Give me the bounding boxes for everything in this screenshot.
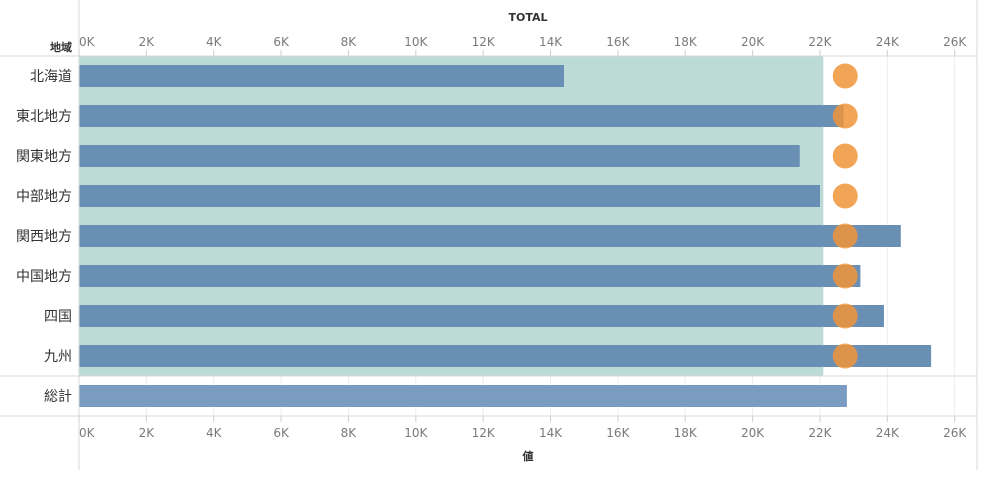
bottom-tick-label-4: 8K <box>341 426 358 440</box>
category-label-3: 中部地方 <box>16 189 72 205</box>
top-tick-label-8: 16K <box>606 35 630 49</box>
marker-7 <box>832 343 858 369</box>
bottom-tick-label-9: 18K <box>674 426 698 440</box>
bottom-tick-label-0: 0K <box>79 426 96 440</box>
bars <box>79 65 932 407</box>
marker-6 <box>832 303 858 329</box>
bar-4 <box>79 225 901 247</box>
bottom-tick-label-12: 24K <box>876 426 900 440</box>
category-label-7: 九州 <box>44 349 72 365</box>
bar-3 <box>79 185 820 207</box>
bottom-tick-label-5: 10K <box>404 426 428 440</box>
top-tick-label-3: 6K <box>273 35 290 49</box>
bottom-tick-label-6: 12K <box>472 426 496 440</box>
bottom-tick-label-10: 20K <box>741 426 765 440</box>
marker-0 <box>832 63 858 89</box>
chart-title: TOTAL <box>508 11 547 24</box>
bar-7 <box>79 345 932 367</box>
category-label-1: 東北地方 <box>16 109 72 125</box>
category-label-6: 四国 <box>44 309 72 325</box>
bottom-tick-label-3: 6K <box>273 426 290 440</box>
marker-1 <box>832 103 858 129</box>
marker-5 <box>832 263 858 289</box>
total-bar <box>79 385 847 407</box>
bar-6 <box>79 305 884 327</box>
bar-1 <box>79 105 844 127</box>
bottom-tick-label-7: 14K <box>539 426 563 440</box>
y-axis-title: 地域 <box>50 40 72 54</box>
bottom-tick-label-11: 22K <box>808 426 832 440</box>
top-tick-label-6: 12K <box>472 35 496 49</box>
marker-4 <box>832 223 858 249</box>
top-tick-label-7: 14K <box>539 35 563 49</box>
chart-frame <box>0 0 978 470</box>
bottom-tick-label-2: 4K <box>206 426 223 440</box>
bar-5 <box>79 265 861 287</box>
category-label-5: 中国地方 <box>16 269 72 285</box>
top-tick-label-10: 20K <box>741 35 765 49</box>
bottom-tick-label-1: 2K <box>139 426 156 440</box>
category-label-4: 関西地方 <box>16 229 72 245</box>
marker-3 <box>832 183 858 209</box>
top-tick-label-9: 18K <box>674 35 698 49</box>
total-label: 総計 <box>44 389 72 405</box>
bottom-tick-label-8: 16K <box>606 426 630 440</box>
top-tick-label-13: 26K <box>943 35 967 49</box>
marker-2 <box>832 143 858 169</box>
top-tick-label-5: 10K <box>404 35 428 49</box>
top-axis: 0K 2K 4K 6K 8K 10K 12K 14K 16K 18K 20K 22K 24K 26K <box>78 35 967 56</box>
top-tick-label-12: 24K <box>876 35 900 49</box>
top-tick-label-11: 22K <box>808 35 832 49</box>
category-label-2: 関東地方 <box>16 149 72 165</box>
bottom-axis: 0K 2K 4K 6K 8K 10K 12K 14K 16K 18K 20K 22K 24K 26K <box>78 416 967 440</box>
top-tick-label-1: 2K <box>139 35 156 49</box>
category-label-0: 北海道 <box>30 69 72 85</box>
reference-band <box>79 56 824 376</box>
top-tick-label-4: 8K <box>341 35 358 49</box>
reference-markers <box>832 63 858 369</box>
bar-2 <box>79 145 800 167</box>
x-axis-title: 値 <box>522 449 534 463</box>
top-tick-label-2: 4K <box>206 35 223 49</box>
top-tick-label-0: 0K <box>79 35 96 49</box>
bar-0 <box>79 65 564 87</box>
band-rect <box>79 56 824 376</box>
bottom-tick-label-13: 26K <box>943 426 967 440</box>
